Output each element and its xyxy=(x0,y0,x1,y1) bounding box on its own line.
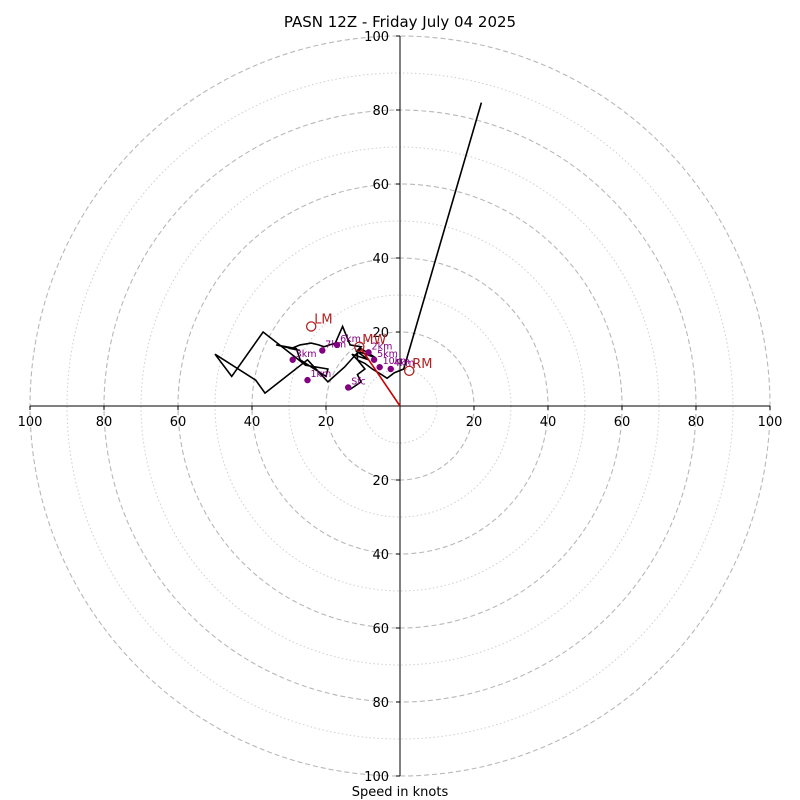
storm-motion-markers: LM MW RM xyxy=(305,312,433,377)
chart-title: PASN 12Z - Friday July 04 2025 xyxy=(284,13,516,31)
height-marker-label: 3km xyxy=(296,349,317,360)
height-marker-label: 4km xyxy=(394,358,415,369)
x-tick-label: 100 xyxy=(18,415,43,430)
storm-motion-LM: LM xyxy=(305,312,333,332)
y-tick-label: 80 xyxy=(372,104,389,119)
height-marker-dot xyxy=(376,363,383,371)
height-marker-dot xyxy=(370,356,378,363)
storm-motion-label: RM xyxy=(412,357,432,372)
x-tick-label: 60 xyxy=(170,415,187,430)
x-tick-label: 20 xyxy=(318,415,335,430)
tick-labels: 100 80 60 40 20 20 40 60 80 100 20 40 60 80 100 20 40 60 8… xyxy=(18,30,783,785)
x-tick-label: 100 xyxy=(758,415,783,430)
height-marker-label: 1km xyxy=(311,369,332,380)
x-tick-label: 40 xyxy=(540,415,557,430)
y-tick-label: 20 xyxy=(372,326,389,341)
height-marker-1km: 1km xyxy=(304,369,332,384)
hodograph-trace xyxy=(214,102,483,395)
x-tick-label: 60 xyxy=(614,415,631,430)
y-tick-label: 20 xyxy=(372,474,389,489)
x-tick-label: 80 xyxy=(96,415,113,430)
storm-motion-circle xyxy=(354,341,365,353)
height-marker-5km: 5km xyxy=(370,349,398,363)
height-marker-10km: 10km xyxy=(376,356,410,371)
y-tick-label: 60 xyxy=(372,622,389,637)
storm-motion-MW: MW xyxy=(354,333,387,353)
height-marker-3km: 3km xyxy=(289,349,317,363)
height-marker-2km: 2km xyxy=(365,341,393,356)
height-marker-label: Sfc xyxy=(351,377,366,388)
storm-motion-label: LM xyxy=(314,312,332,327)
storm-motion-RM: RM xyxy=(403,357,433,377)
height-marker-dot xyxy=(304,376,311,384)
x-tick-label: 40 xyxy=(244,415,261,430)
height-marker-dot xyxy=(319,347,326,354)
height-marker-dot xyxy=(289,356,296,363)
y-tick-label: 100 xyxy=(364,770,389,785)
height-marker-dot xyxy=(345,384,352,391)
height-marker-dot xyxy=(387,365,394,373)
x-tick-label: 80 xyxy=(688,415,705,430)
height-markers: Sfc1km3km7km6km2km5km10km4km xyxy=(289,334,415,391)
height-marker-label: 10km xyxy=(383,356,410,367)
height-marker-6km: 6km xyxy=(333,334,361,349)
x-tick-label: 20 xyxy=(466,415,483,430)
height-marker-label: 5km xyxy=(377,349,398,360)
height-marker-4km: 4km xyxy=(387,358,415,373)
y-tick-label: 100 xyxy=(364,30,389,45)
height-marker-label: 6km xyxy=(340,334,361,345)
storm-motion-label: MW xyxy=(362,333,386,348)
height-marker-Sfc: Sfc xyxy=(345,377,366,391)
y-tick-label: 60 xyxy=(372,178,389,193)
storm-motion-circle xyxy=(305,321,317,332)
height-marker-dot xyxy=(333,341,341,349)
y-tick-label: 40 xyxy=(372,548,389,563)
mean-wind-vector xyxy=(360,348,401,407)
y-tick-label: 40 xyxy=(372,252,389,267)
height-marker-label: 2km xyxy=(372,341,393,352)
storm-motion-circle xyxy=(403,365,415,377)
x-axis-label: Speed in knots xyxy=(352,785,449,800)
height-marker-dot xyxy=(365,349,372,356)
y-tick-label: 80 xyxy=(372,696,389,711)
